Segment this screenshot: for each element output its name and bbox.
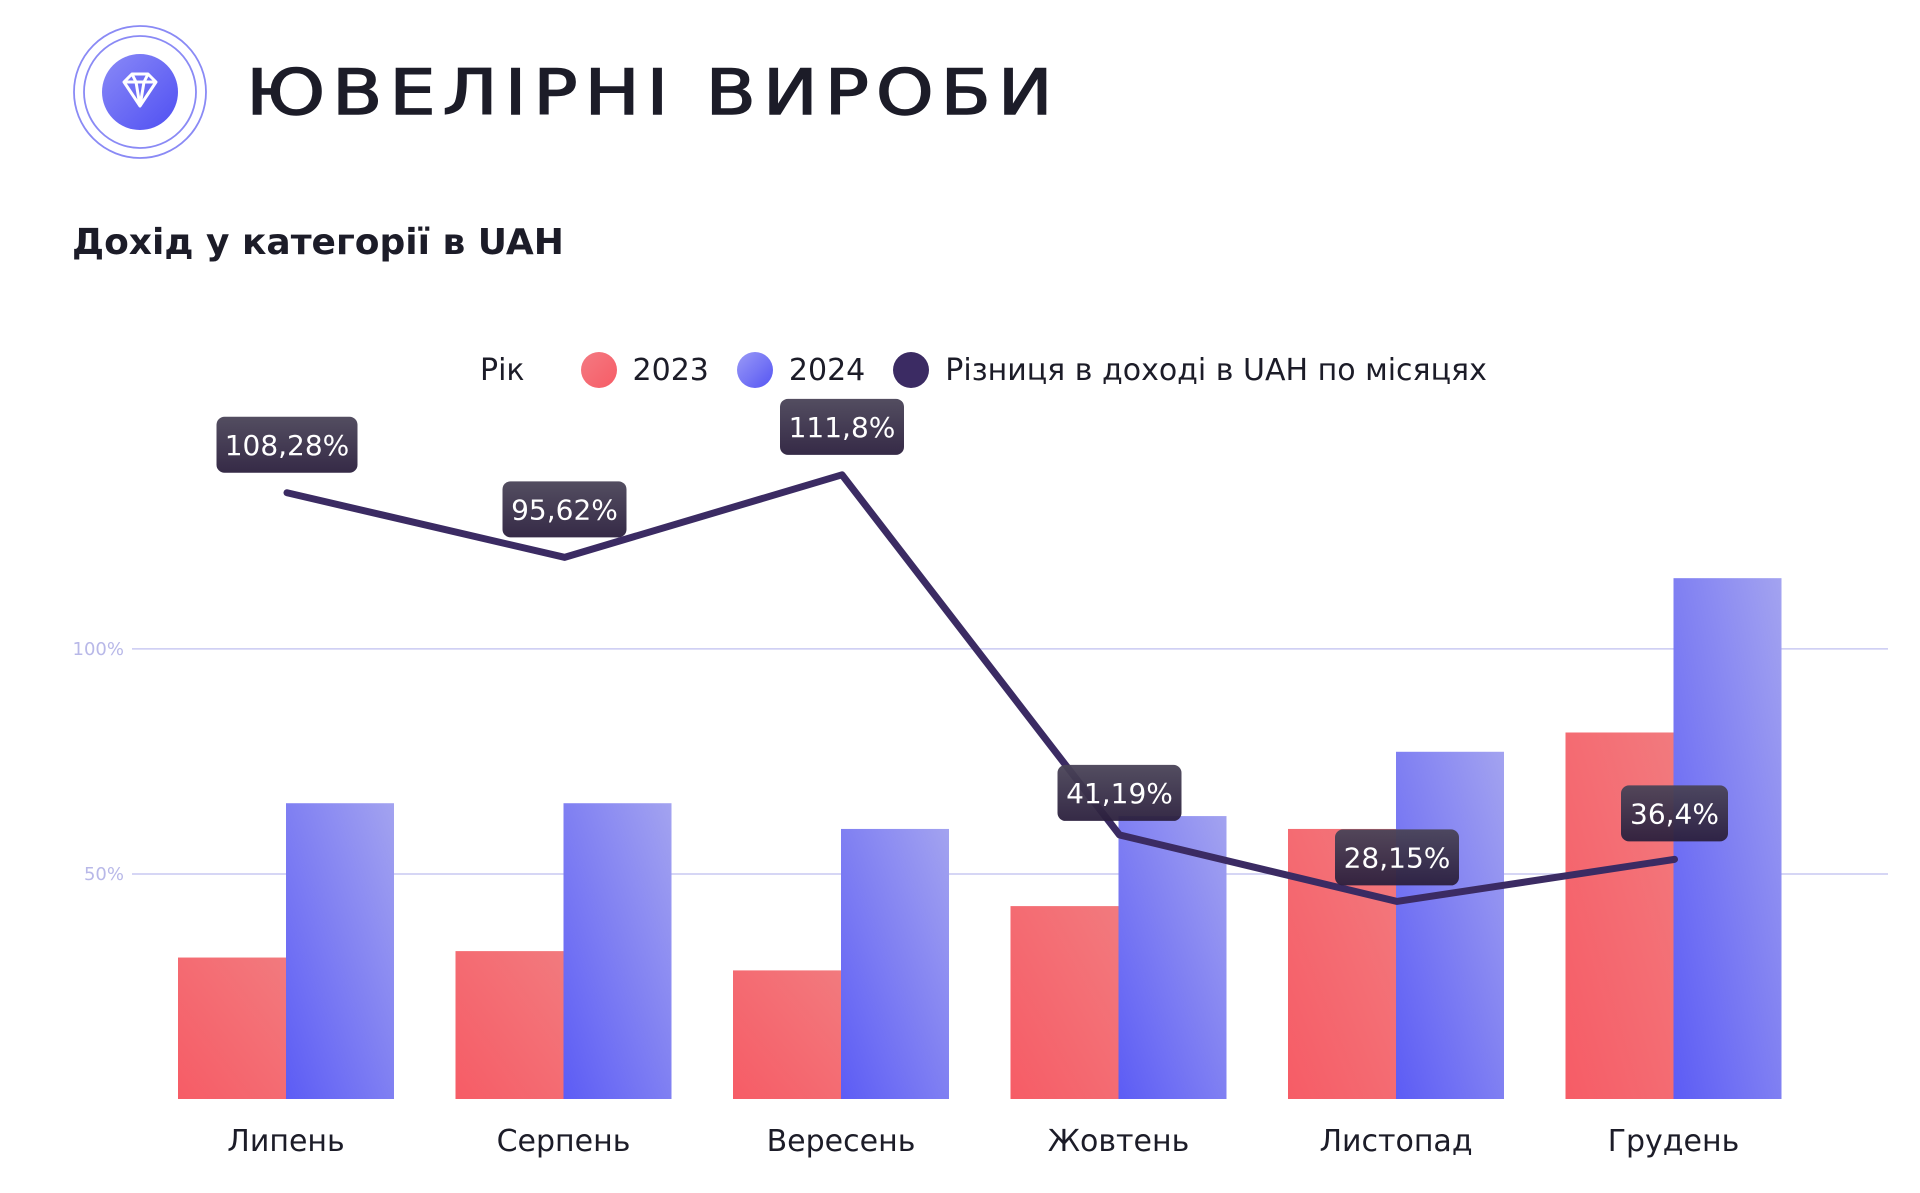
legend-item-2023: 2023	[580, 352, 709, 388]
x-tick-label: Липень	[227, 1124, 344, 1159]
legend-label-2024: 2024	[788, 352, 866, 388]
bar-2024	[1396, 751, 1504, 1099]
x-tick-label: Серпень	[497, 1124, 631, 1159]
header: ЮВЕЛІРНІ ВИРОБИ	[72, 24, 1054, 160]
legend-item-difference: Різниця в доході в UAH по місяцях	[893, 352, 1487, 388]
bar-2023	[1010, 906, 1119, 1099]
data-label-box	[1335, 829, 1459, 886]
bar-2023	[733, 970, 841, 1099]
chart-subtitle: Дохід у категорії в UAH	[72, 222, 564, 263]
difference-line	[283, 471, 1678, 905]
page-title: ЮВЕЛІРНІ ВИРОБИ	[245, 55, 1060, 130]
bar-2024	[286, 803, 394, 1099]
logo	[72, 24, 208, 160]
data-label: 95,62%	[511, 493, 618, 526]
data-label: 108,28%	[225, 429, 350, 462]
y-tick-label: 50%	[84, 864, 124, 885]
legend-item-2024: 2024	[736, 352, 866, 388]
diamond-icon	[73, 25, 207, 159]
data-label-box	[1621, 785, 1728, 842]
data-label: 28,15%	[1344, 841, 1451, 874]
data-label: 36,4%	[1630, 797, 1719, 830]
x-tick-label: Грудень	[1608, 1124, 1740, 1159]
legend-title: Рік	[480, 352, 525, 388]
bar-2023	[455, 951, 564, 1099]
y-tick-label: 100%	[73, 639, 124, 660]
bar-2024	[1118, 816, 1227, 1099]
data-label: 111,8%	[789, 411, 896, 444]
legend: Рік 2023 2024 Різниця в доході в UAH по …	[480, 352, 1515, 388]
bar-2024	[563, 803, 672, 1099]
bar-2024	[841, 828, 949, 1099]
data-label-box	[780, 398, 904, 455]
legend-swatch-2024	[736, 352, 773, 388]
x-tick-label: Листопад	[1319, 1124, 1472, 1159]
data-label: 41,19%	[1066, 777, 1173, 810]
bar-2023	[178, 957, 286, 1099]
data-label-box	[502, 481, 627, 538]
data-label-box	[1057, 764, 1182, 821]
legend-label-difference: Різниця в доході в UAH по місяцях	[945, 352, 1487, 388]
x-tick-label: Жовтень	[1048, 1124, 1190, 1159]
data-label-box	[216, 416, 358, 473]
x-tick-label: Вересень	[767, 1124, 916, 1159]
legend-label-2023: 2023	[632, 352, 709, 388]
legend-swatch-2023	[580, 352, 617, 388]
legend-swatch-difference	[893, 352, 930, 388]
